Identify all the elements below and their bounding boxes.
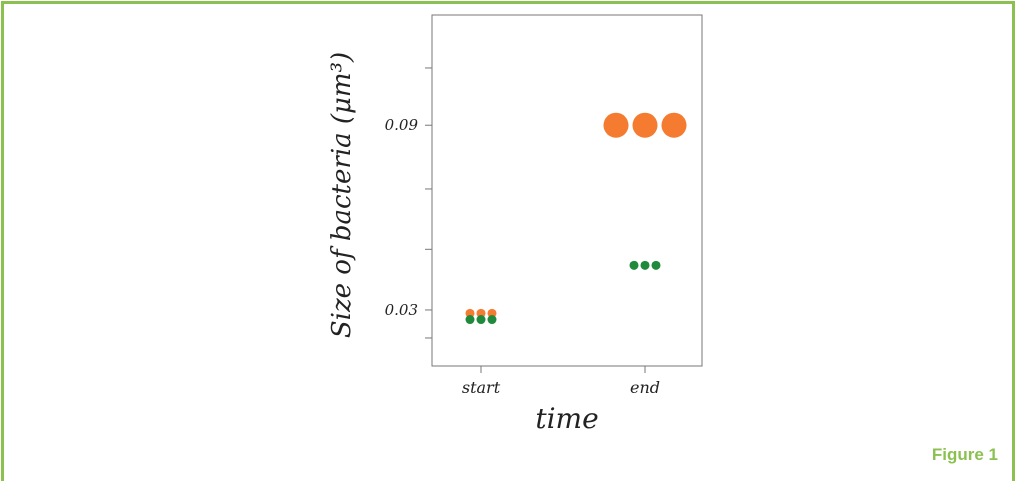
data-point-green-end <box>651 260 661 270</box>
y-axis-label: Size of bacteria (μm³) <box>327 52 357 338</box>
data-point-green-start <box>487 315 497 325</box>
data-point-green-end <box>629 260 639 270</box>
x-tick-label: end <box>630 378 660 397</box>
data-point-orange-end <box>603 112 629 138</box>
data-point-green-end <box>640 260 650 270</box>
plot-area <box>431 14 703 367</box>
figure-label: Figure 1 <box>931 445 998 464</box>
data-point-orange-start <box>476 308 486 318</box>
data-point-green-start <box>465 315 475 325</box>
data-point-orange-end <box>632 112 658 138</box>
y-tick-label: 0.09 <box>385 116 419 134</box>
x-tick-label: start <box>462 378 501 397</box>
data-point-orange-start <box>487 308 497 318</box>
data-point-green-start <box>476 315 486 325</box>
data-point-orange-end <box>661 112 687 138</box>
y-tick-label: 0.03 <box>385 301 418 319</box>
x-axis-label: time <box>535 402 598 435</box>
data-point-orange-start <box>465 308 475 318</box>
